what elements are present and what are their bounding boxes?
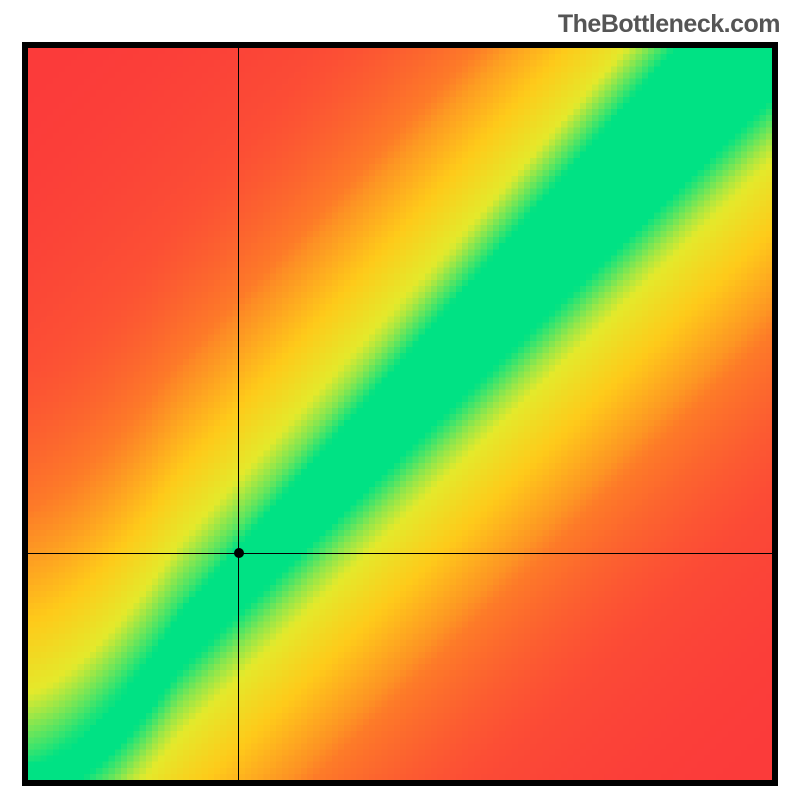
- crosshair-marker: [234, 548, 244, 558]
- crosshair-horizontal: [28, 553, 772, 554]
- crosshair-vertical: [238, 48, 239, 780]
- heatmap-canvas: [28, 48, 772, 780]
- chart-container: { "watermark": { "text": "TheBottleneck.…: [0, 0, 800, 800]
- watermark-text: TheBottleneck.com: [558, 10, 780, 39]
